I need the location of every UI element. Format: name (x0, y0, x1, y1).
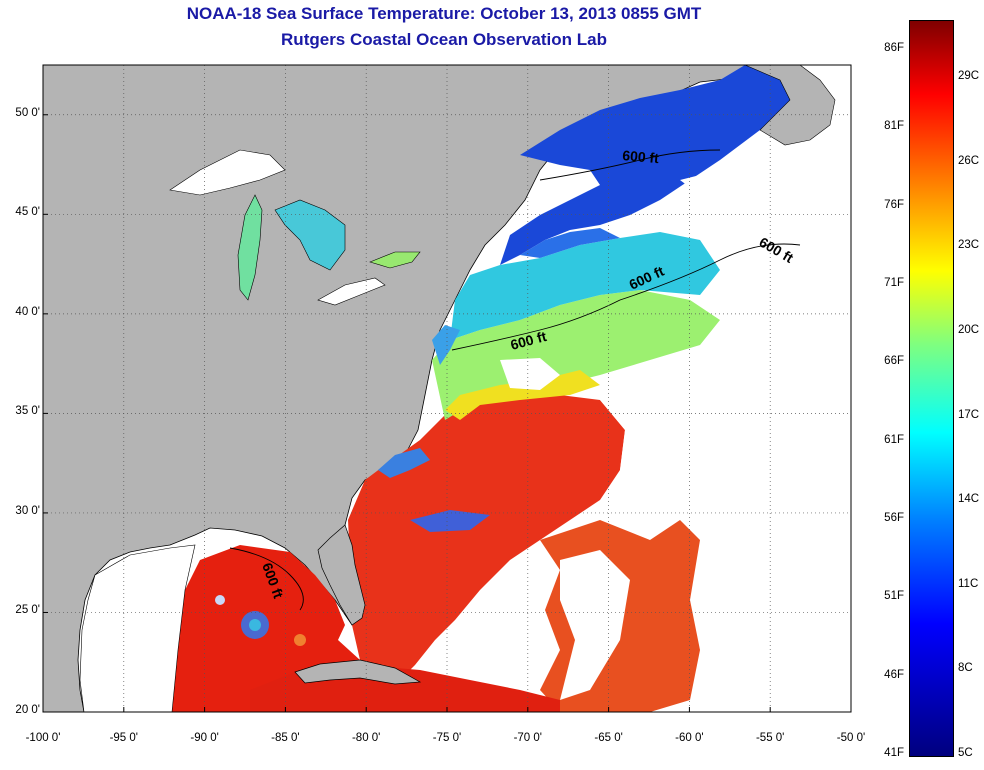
lat-tick-label: 35 0' (15, 405, 40, 418)
colorbar-f-label: 81F (884, 120, 904, 133)
lake-huron (274, 199, 346, 271)
lake-superior (169, 149, 286, 196)
contour-600ft-1 (451, 243, 801, 351)
colorbar-f-label: 46F (884, 668, 904, 681)
lat-tick-label: 40 0' (15, 305, 40, 318)
lon-tick-label: -60 0' (675, 732, 704, 744)
colorbar-c-label: 23C (958, 239, 980, 252)
lat-tick-label: 30 0' (15, 504, 40, 517)
map-grid (43, 65, 851, 712)
colorbar-c-label: 26C (958, 154, 980, 167)
gulf-of-maine-water (450, 232, 720, 340)
contour-600ft-3 (229, 547, 304, 611)
contour-600ft-2 (539, 149, 721, 181)
lon-tick-label: -85 0' (271, 732, 300, 744)
colorbar-f-label: 41F (884, 747, 904, 759)
colorbar-c-label: 17C (958, 408, 980, 421)
lake-michigan (237, 194, 263, 301)
colorbar-f-label: 56F (884, 512, 904, 524)
lat-tick-label: 50 0' (15, 106, 40, 119)
cuba (294, 659, 422, 685)
colorbar-f-label: 71F (884, 277, 904, 289)
map-title: NOAA-18 Sea Surface Temperature: October… (186, 4, 702, 23)
colorbar-c-label: 11C (958, 577, 979, 590)
atlantic-warm-water (330, 395, 625, 712)
axis-ticks (42, 114, 852, 713)
lon-tick-label: -100 0' (25, 732, 61, 744)
lat-tick-label: 25 0' (15, 604, 40, 617)
lon-tick-label: -55 0' (755, 732, 785, 744)
colorbar-c-label: 14C (958, 493, 980, 506)
map-subtitle: Rutgers Coastal Ocean Observation Lab (281, 30, 607, 49)
colorbar-f-label: 61F (884, 433, 904, 446)
colorbar-c-label: 29C (958, 70, 980, 82)
colorbar-c-label: 8C (958, 662, 973, 675)
gulf-cloud (79, 544, 196, 712)
lon-tick-label: -65 0' (594, 732, 623, 744)
lon-tick-label: -70 0' (513, 732, 542, 744)
contour-label: 600 ft (622, 147, 660, 166)
colorbar-c-label: 5C (958, 747, 973, 759)
atlantic-cloud (600, 310, 851, 712)
colorbar-c-label: 20C (958, 323, 980, 336)
lat-tick-label: 45 0' (15, 206, 40, 219)
colorbar-f-label: 76F (884, 198, 904, 211)
colorbar-f-label: 66F (884, 355, 904, 368)
lon-tick-label: -80 0' (351, 732, 381, 744)
lon-tick-label: -90 0' (190, 732, 219, 744)
florida (317, 524, 366, 626)
newfoundland (744, 65, 836, 146)
lon-tick-label: -95 0' (109, 732, 138, 744)
temperature-colorbar (909, 20, 954, 757)
gulf-st-lawrence-water (500, 65, 790, 265)
lon-tick-label: -50 0' (836, 732, 866, 744)
lat-tick-label: 20 0' (15, 704, 40, 716)
colorbar-f-label: 51F (884, 590, 904, 603)
lake-ontario (369, 251, 421, 269)
colorbar-f-label: 86F (884, 42, 904, 54)
lon-tick-label: -75 0' (432, 732, 462, 744)
lake-erie (317, 277, 386, 306)
shelf-yellow (445, 370, 600, 420)
